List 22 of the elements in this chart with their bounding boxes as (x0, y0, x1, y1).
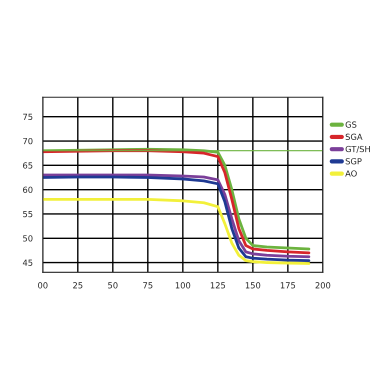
x-tick-label: 200 (316, 282, 330, 288)
y-tick-label: 50 (23, 235, 33, 242)
x-tick-label: 25 (73, 282, 82, 288)
line-series (42, 198, 310, 265)
y-tick-label: 60 (23, 186, 33, 193)
legend-label: AO (345, 170, 357, 177)
y-tick-label: 75 (23, 114, 32, 120)
y-tick-label: 65 (23, 162, 32, 169)
x-tick-label: 00 (38, 282, 48, 288)
x-tick-label: 175 (280, 282, 296, 288)
legend-label: SGP (346, 158, 362, 164)
x-tick-label: 50 (108, 282, 118, 288)
x-tick-label: 100 (176, 282, 190, 288)
x-tick-label: 125 (210, 282, 226, 288)
y-tick-label: 45 (22, 260, 32, 266)
y-tick-label: 55 (23, 211, 32, 218)
x-tick-label: 150 (246, 282, 260, 288)
legend-label: GS (346, 121, 356, 128)
legend-label: GT/SH (346, 146, 370, 153)
x-tick-label: 75 (143, 282, 152, 288)
y-tick-label: 70 (23, 138, 33, 144)
legend-label: SGA (346, 134, 363, 140)
